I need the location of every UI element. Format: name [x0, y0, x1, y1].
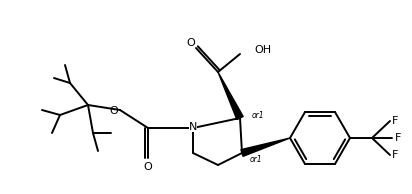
Text: O: O	[110, 106, 118, 116]
Polygon shape	[218, 72, 243, 120]
Text: F: F	[392, 116, 398, 126]
Text: or1: or1	[252, 111, 265, 120]
Text: N: N	[189, 122, 197, 132]
Text: O: O	[187, 38, 195, 48]
Text: OH: OH	[254, 45, 271, 55]
Polygon shape	[241, 138, 290, 156]
Text: F: F	[395, 133, 401, 143]
Text: F: F	[392, 150, 398, 160]
Text: or1: or1	[250, 156, 262, 165]
Text: O: O	[144, 162, 152, 172]
